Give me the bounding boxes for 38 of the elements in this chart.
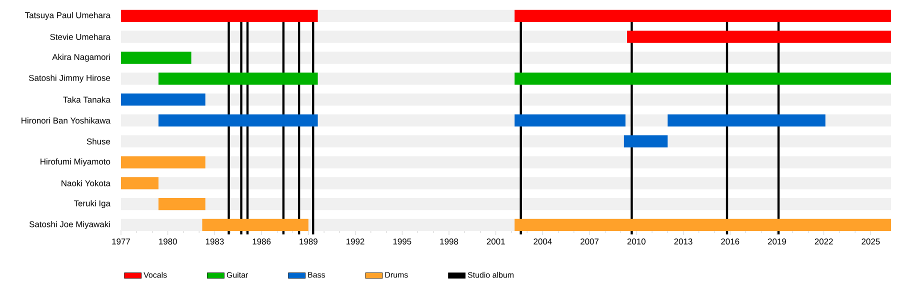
x-tick-label: 2001 bbox=[486, 238, 505, 245]
x-tick-label: 2025 bbox=[862, 238, 880, 245]
x-tick-label: 1998 bbox=[440, 238, 458, 245]
x-tick-label: 2019 bbox=[768, 238, 786, 245]
bar bbox=[158, 114, 318, 127]
bar bbox=[121, 156, 206, 168]
x-tick-label: 2004 bbox=[534, 238, 552, 245]
bar bbox=[668, 114, 826, 127]
y-tick-label: Hironori Ban Yoshikawa bbox=[22, 117, 110, 124]
x-tick-label: 1989 bbox=[300, 238, 318, 245]
y-tick-label: Hirofumi Miyamoto bbox=[40, 158, 110, 166]
y-tick-label: Satoshi Jimmy Hirose bbox=[29, 74, 110, 83]
x-tick-label: 2016 bbox=[721, 238, 740, 245]
x-tick-label: 1995 bbox=[393, 238, 412, 245]
bar bbox=[121, 177, 158, 190]
y-tick-label: Taka Tanaka bbox=[63, 96, 110, 103]
x-tick-label: 1986 bbox=[252, 238, 271, 245]
x-tick-label: 2013 bbox=[674, 238, 692, 245]
x-tick-label: 2010 bbox=[627, 238, 646, 245]
bar bbox=[121, 93, 206, 106]
bar bbox=[202, 218, 308, 232]
x-tick-label: 1977 bbox=[112, 238, 130, 245]
y-tick-label: Stevie Umehara bbox=[50, 34, 110, 40]
bar bbox=[158, 198, 206, 210]
y-tick-label: Tatsuya Paul Umehara bbox=[25, 12, 110, 20]
y-tick-label: Naoki Yokota bbox=[62, 180, 110, 186]
y-tick-label: Akira Nagamori bbox=[52, 54, 110, 62]
y-tick-label: Shuse bbox=[86, 138, 110, 144]
x-tick-label: 2007 bbox=[580, 238, 599, 245]
bar bbox=[121, 52, 192, 64]
x-tick-label: 2022 bbox=[814, 238, 833, 245]
y-tick-label: Teruki Iga bbox=[74, 200, 110, 208]
y-tick-label: Satoshi Joe Miyawaki bbox=[29, 221, 110, 229]
bar bbox=[624, 135, 668, 148]
x-tick-label: 1992 bbox=[346, 238, 364, 245]
bar bbox=[514, 114, 626, 127]
x-tick-label: 1980 bbox=[159, 238, 177, 245]
x-tick-label: 1983 bbox=[206, 238, 224, 245]
